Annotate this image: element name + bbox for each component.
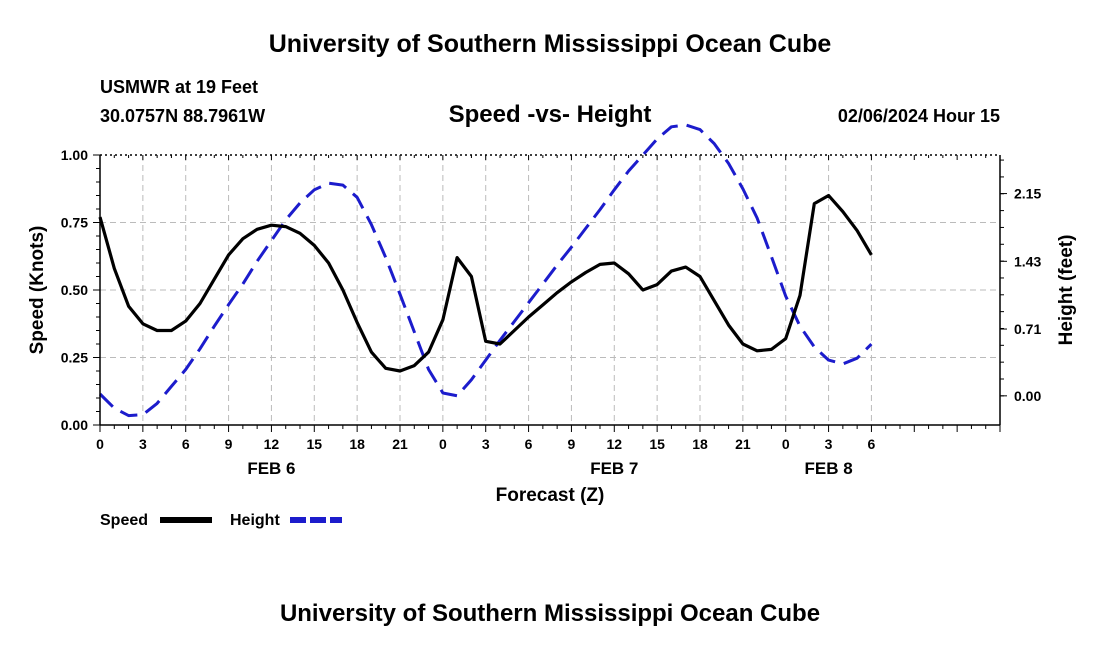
x-tick-label: 3 (482, 436, 490, 452)
station-coords: 30.0757N 88.7961W (100, 106, 266, 126)
x-tick-label: 6 (868, 436, 876, 452)
station-label: USMWR at 19 Feet (100, 77, 259, 97)
y2-tick-label: 2.15 (1014, 186, 1041, 202)
chart-labels: 0 3 6 9 12 15 18 21 0 3 6 9 12 15 18 21 0 3 6 FEB 6 FEB 7 FEB… (27, 147, 1077, 529)
height-series-line (98, 123, 873, 418)
y-tick-label: 0.50 (61, 282, 88, 298)
chart-title: Speed -vs- Height (448, 101, 652, 128)
x-tick-label: 15 (306, 436, 322, 452)
forecast-datetime: 02/06/2024 Hour 15 (837, 106, 1000, 126)
x-date-label: FEB 6 (247, 459, 295, 478)
chart-axes (93, 154, 1007, 432)
y-axis-title: Speed (Knots) (27, 226, 48, 355)
x-tick-label: 3 (139, 436, 147, 452)
y2-axis-title: Height (feet) (1056, 235, 1077, 346)
x-tick-label: 12 (264, 436, 280, 452)
x-tick-label: 0 (782, 436, 790, 452)
x-tick-label: 21 (392, 436, 408, 452)
x-tick-label: 0 (439, 436, 447, 452)
x-tick-label: 12 (606, 436, 622, 452)
y2-tick-label: 1.43 (1014, 253, 1041, 269)
legend-height-label: Height (230, 512, 280, 529)
x-tick-label: 18 (692, 436, 708, 452)
y2-tick-label: 0.71 (1014, 321, 1041, 337)
x-tick-label: 18 (349, 436, 365, 452)
x-tick-label: 9 (568, 436, 576, 452)
x-date-label: FEB 7 (590, 459, 638, 478)
x-tick-label: 6 (182, 436, 190, 452)
y-tick-label: 0.75 (61, 215, 88, 231)
legend-speed-label: Speed (100, 512, 148, 529)
x-tick-label: 9 (225, 436, 233, 452)
x-tick-label: 0 (96, 436, 104, 452)
x-date-label: FEB 8 (804, 459, 852, 478)
chart-grid (100, 155, 1000, 425)
chart-series (98, 123, 873, 418)
x-tick-label: 21 (735, 436, 751, 452)
y2-tick-label: 0.00 (1014, 388, 1041, 404)
page-title: University of Southern Mississippi Ocean… (268, 30, 832, 58)
x-tick-label: 3 (825, 436, 833, 452)
x-tick-label: 15 (649, 436, 665, 452)
y-tick-label: 1.00 (61, 147, 88, 163)
y-tick-label: 0.00 (61, 417, 88, 433)
x-axis-title: Forecast (Z) (496, 485, 605, 506)
x-tick-label: 6 (525, 436, 533, 452)
y-tick-label: 0.25 (61, 350, 88, 366)
footer-title: University of Southern Mississippi Ocean… (279, 600, 821, 627)
speed-series-line (98, 193, 873, 373)
